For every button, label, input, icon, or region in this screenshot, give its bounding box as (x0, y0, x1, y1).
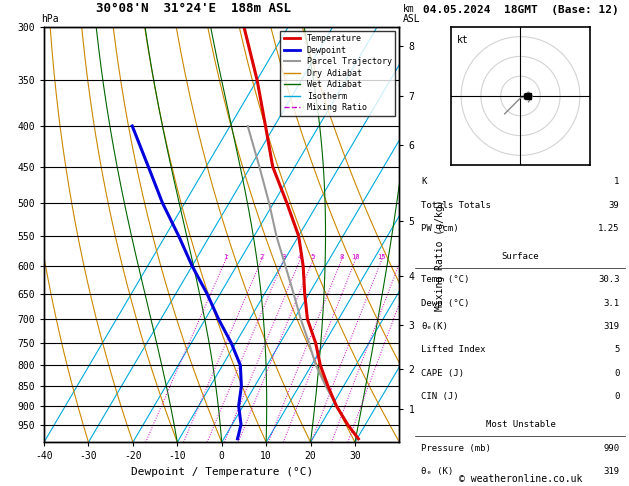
Text: 1: 1 (614, 177, 620, 186)
Text: θₑ (K): θₑ (K) (421, 467, 454, 476)
Text: 30.3: 30.3 (598, 276, 620, 284)
Text: 3: 3 (282, 254, 286, 260)
Text: CAPE (J): CAPE (J) (421, 369, 464, 378)
Text: 30°08'N  31°24'E  188m ASL: 30°08'N 31°24'E 188m ASL (96, 1, 291, 15)
Text: 8: 8 (339, 254, 343, 260)
Text: © weatheronline.co.uk: © weatheronline.co.uk (459, 473, 582, 484)
Text: 04.05.2024  18GMT  (Base: 12): 04.05.2024 18GMT (Base: 12) (423, 4, 618, 15)
Text: 0: 0 (614, 369, 620, 378)
Text: CIN (J): CIN (J) (421, 392, 459, 401)
Text: hPa: hPa (41, 14, 58, 24)
Text: 2: 2 (259, 254, 264, 260)
Text: 1: 1 (223, 254, 228, 260)
Text: 0: 0 (614, 392, 620, 401)
Legend: Temperature, Dewpoint, Parcel Trajectory, Dry Adiabat, Wet Adiabat, Isotherm, Mi: Temperature, Dewpoint, Parcel Trajectory… (281, 31, 395, 116)
Text: 5: 5 (614, 346, 620, 354)
Text: Most Unstable: Most Unstable (486, 420, 555, 429)
Text: Surface: Surface (502, 252, 539, 261)
Text: kt: kt (457, 35, 469, 45)
Text: 319: 319 (603, 467, 620, 476)
Text: PW (cm): PW (cm) (421, 224, 459, 233)
Text: Totals Totals: Totals Totals (421, 201, 491, 209)
Text: K: K (421, 177, 427, 186)
Text: 10: 10 (351, 254, 360, 260)
Text: Temp (°C): Temp (°C) (421, 276, 470, 284)
Text: 319: 319 (603, 322, 620, 331)
X-axis label: Dewpoint / Temperature (°C): Dewpoint / Temperature (°C) (131, 467, 313, 477)
Text: 1.25: 1.25 (598, 224, 620, 233)
Text: θₑ(K): θₑ(K) (421, 322, 448, 331)
Text: Pressure (mb): Pressure (mb) (421, 444, 491, 452)
Text: 15: 15 (377, 254, 386, 260)
Text: km
ASL: km ASL (403, 4, 420, 24)
Text: Dewp (°C): Dewp (°C) (421, 299, 470, 308)
Text: 3.1: 3.1 (603, 299, 620, 308)
Text: Mixing Ratio (g/kg): Mixing Ratio (g/kg) (435, 199, 445, 311)
Text: 990: 990 (603, 444, 620, 452)
Text: Lifted Index: Lifted Index (421, 346, 486, 354)
Text: 39: 39 (609, 201, 620, 209)
Text: 4: 4 (298, 254, 302, 260)
Text: 5: 5 (311, 254, 315, 260)
